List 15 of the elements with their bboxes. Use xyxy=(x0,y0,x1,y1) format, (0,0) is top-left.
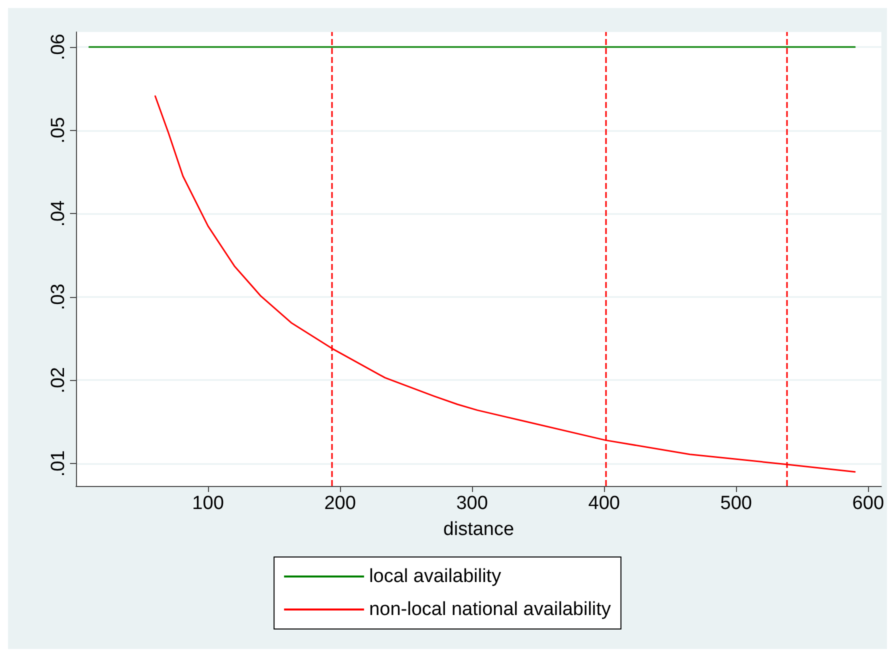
x-tick-label: 600 xyxy=(852,493,884,514)
x-tick-label: 500 xyxy=(720,493,752,514)
y-tick-label: .06 xyxy=(48,34,69,60)
y-tick-label: .03 xyxy=(48,284,69,310)
x-tick-label: 300 xyxy=(456,493,488,514)
y-tick-label: .05 xyxy=(48,117,69,144)
y-tick-label: .04 xyxy=(48,200,69,227)
x-tick-label: 400 xyxy=(588,493,620,514)
legend-label: non-local national availability xyxy=(369,599,612,620)
x-tick-label: 100 xyxy=(192,493,224,514)
x-tick-label: 200 xyxy=(324,493,356,514)
y-tick-label: .02 xyxy=(48,366,69,394)
legend-label: local availability xyxy=(369,566,502,587)
y-tick-label: .01 xyxy=(48,450,69,477)
x-axis-title: distance xyxy=(443,519,514,540)
